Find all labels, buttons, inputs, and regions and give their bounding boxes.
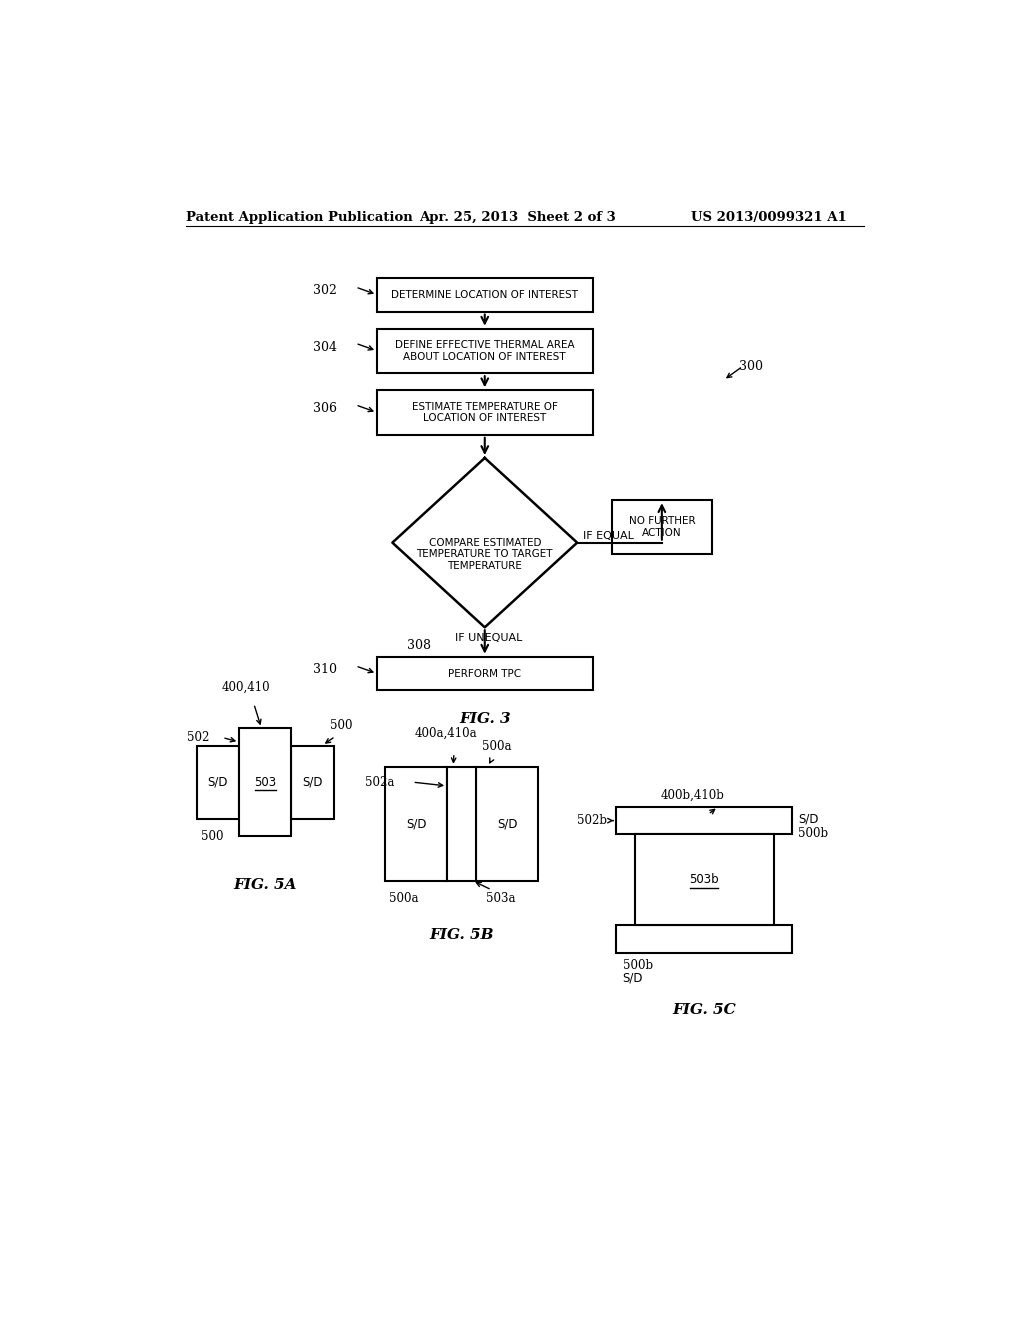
Text: FIG. 3: FIG. 3 <box>459 711 511 726</box>
Text: 310: 310 <box>313 663 337 676</box>
Text: S/D: S/D <box>798 813 818 826</box>
Text: S/D: S/D <box>406 817 426 830</box>
Text: 500: 500 <box>201 830 223 843</box>
Text: 300: 300 <box>739 360 763 374</box>
Text: 306: 306 <box>313 403 337 416</box>
Text: FIG. 5B: FIG. 5B <box>429 928 494 942</box>
Bar <box>292 746 334 818</box>
Bar <box>385 767 447 880</box>
Text: S/D: S/D <box>497 817 517 830</box>
Text: 503: 503 <box>254 776 276 788</box>
Bar <box>635 834 773 925</box>
Text: 502: 502 <box>187 731 210 744</box>
Text: 502a: 502a <box>366 776 394 788</box>
Text: PERFORM TPC: PERFORM TPC <box>449 668 521 678</box>
Text: IF UNEQUAL: IF UNEQUAL <box>455 634 522 643</box>
Text: FIG. 5A: FIG. 5A <box>233 878 297 892</box>
Text: IF EQUAL: IF EQUAL <box>584 532 634 541</box>
Bar <box>377 329 593 374</box>
Text: 500a: 500a <box>389 892 419 906</box>
Text: 400b,410b: 400b,410b <box>660 788 725 801</box>
Text: Patent Application Publication: Patent Application Publication <box>186 211 413 224</box>
Text: ESTIMATE TEMPERATURE OF
LOCATION OF INTEREST: ESTIMATE TEMPERATURE OF LOCATION OF INTE… <box>412 401 558 424</box>
Bar <box>611 500 712 554</box>
Text: S/D: S/D <box>208 776 228 788</box>
Text: S/D: S/D <box>302 776 323 788</box>
Text: NO FURTHER
ACTION: NO FURTHER ACTION <box>629 516 695 539</box>
Text: 500b: 500b <box>798 826 828 840</box>
Bar <box>476 767 538 880</box>
Text: 503a: 503a <box>485 892 515 906</box>
Text: 500b: 500b <box>623 960 652 973</box>
Text: 500: 500 <box>330 718 352 731</box>
Text: US 2013/0099321 A1: US 2013/0099321 A1 <box>691 211 847 224</box>
Text: DEFINE EFFECTIVE THERMAL AREA
ABOUT LOCATION OF INTEREST: DEFINE EFFECTIVE THERMAL AREA ABOUT LOCA… <box>395 341 574 362</box>
Bar <box>377 656 593 690</box>
Text: DETERMINE LOCATION OF INTEREST: DETERMINE LOCATION OF INTEREST <box>391 289 579 300</box>
Text: 400,410: 400,410 <box>222 681 270 693</box>
Text: 502b: 502b <box>578 814 607 828</box>
Bar <box>616 925 792 953</box>
Bar <box>197 746 240 818</box>
Text: 302: 302 <box>313 284 337 297</box>
Bar <box>447 767 476 880</box>
Bar <box>377 391 593 434</box>
Text: 304: 304 <box>313 341 337 354</box>
Bar <box>616 807 792 834</box>
Bar <box>377 277 593 312</box>
Text: S/D: S/D <box>623 972 643 985</box>
Text: 500a: 500a <box>482 739 512 752</box>
Text: 503b: 503b <box>689 874 719 887</box>
Text: FIG. 5C: FIG. 5C <box>673 1003 736 1018</box>
Text: Apr. 25, 2013  Sheet 2 of 3: Apr. 25, 2013 Sheet 2 of 3 <box>419 211 616 224</box>
Text: COMPARE ESTIMATED
TEMPERATURE TO TARGET
TEMPERATURE: COMPARE ESTIMATED TEMPERATURE TO TARGET … <box>417 537 553 570</box>
Text: 308: 308 <box>408 639 431 652</box>
Text: 400a,410a: 400a,410a <box>415 727 477 739</box>
Bar <box>240 729 292 836</box>
